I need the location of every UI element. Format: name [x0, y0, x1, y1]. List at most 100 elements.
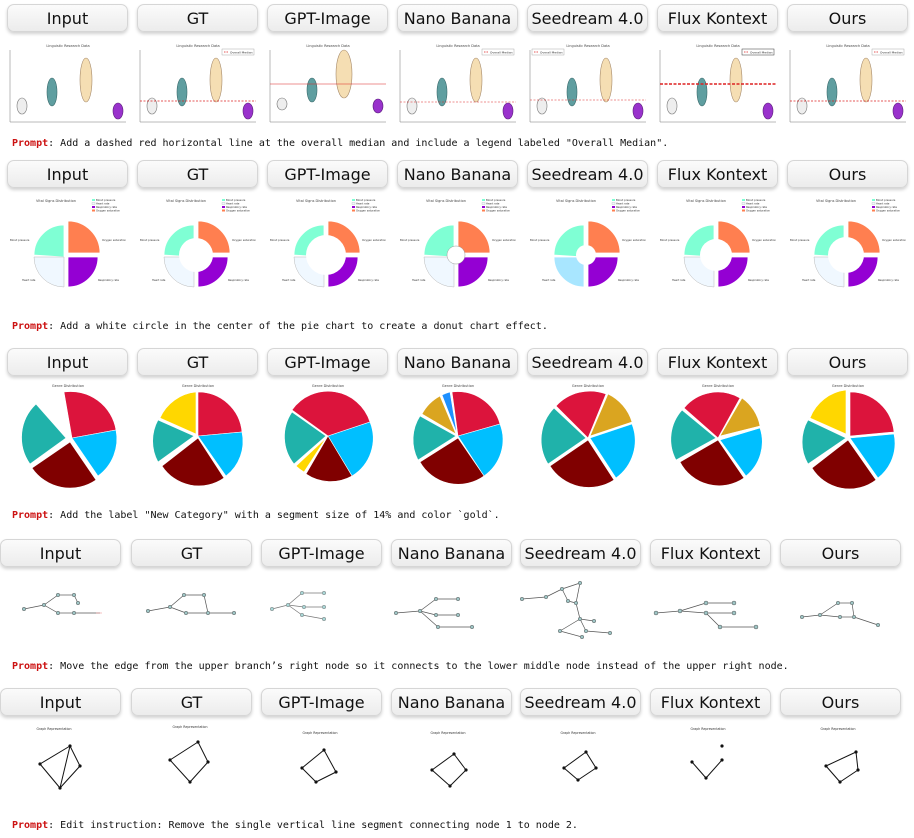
legend: Blood pressure Heart rate Respiratory ra…: [351, 198, 380, 213]
chart-title: Graph Representation: [173, 725, 208, 729]
column-header-gpt-image: GPT-Image: [267, 160, 388, 188]
column-header-flux-kontext: Flux Kontext: [650, 688, 771, 716]
prompt-text-row-4: Prompt: Move the edge from the upper bra…: [12, 661, 789, 672]
violin-2: [46, 77, 58, 107]
chart-title: Genre Distribution: [182, 384, 214, 388]
slice-maroon: [31, 441, 97, 489]
violin-2: [566, 77, 578, 107]
svg-text:Respiratory rate: Respiratory rate: [226, 205, 247, 209]
legend: Blood pressure Heart rate Respiratory ra…: [871, 198, 900, 213]
column-header-nano-banana: Nano Banana: [391, 688, 512, 716]
violin-2: [696, 77, 708, 107]
svg-text:Oxygen saturation: Oxygen saturation: [356, 209, 380, 213]
slice-crimson: [849, 391, 895, 437]
svg-text:Blood pressure: Blood pressure: [876, 198, 896, 202]
donut-chart-ours: Vital Signs Distribution Blood pressure …: [786, 193, 910, 303]
svg-text:Oxygen saturation: Oxygen saturation: [882, 238, 906, 242]
graph-gt: Graph Representation: [134, 722, 250, 794]
tree-graph-input: [4, 581, 124, 651]
svg-text:Heart rate: Heart rate: [802, 278, 816, 282]
slice-maroon: [419, 437, 485, 485]
legend-overall-median: Overall Median: [750, 50, 773, 54]
prompt-label: Prompt: [12, 321, 49, 332]
slice-heart-rate: [33, 256, 65, 288]
example-row-1: Input GT GPT-Image Nano Banana Seedream …: [0, 0, 914, 152]
svg-text:Heart rate: Heart rate: [616, 202, 630, 206]
svg-text:Blood pressure: Blood pressure: [140, 238, 160, 242]
chart-title: Genre Distribution: [572, 384, 604, 388]
column-header-seedream: Seedream 4.0: [527, 4, 648, 32]
donut-hole: [576, 245, 596, 265]
column-header-nano-banana: Nano Banana: [397, 4, 518, 32]
legend: Blood pressure Heart rate Respiratory ra…: [611, 198, 640, 213]
graph-flux-kontext: Graph Representation: [652, 722, 768, 794]
legend: Blood pressure Heart rate Respiratory ra…: [221, 198, 250, 213]
violin-2: [826, 77, 838, 107]
violin-4: [372, 98, 384, 114]
chart-title: Graph Representation: [431, 731, 466, 735]
violin-4: [762, 102, 774, 120]
chart-title: Vital Signs Distribution: [166, 199, 206, 203]
slice-lightseagreen: [152, 419, 195, 463]
svg-text:Heart rate: Heart rate: [486, 202, 500, 206]
slice-deepskyblue: [197, 431, 244, 477]
column-header-gt: GT: [137, 348, 258, 376]
svg-text:Oxygen saturation: Oxygen saturation: [622, 238, 646, 242]
graph-nano-banana: Graph Representation: [392, 722, 508, 794]
slice-new-category-gold: [719, 397, 761, 437]
slice-blood-pressure: [33, 224, 65, 258]
prompt-text-row-2: Prompt: Add a white circle in the center…: [12, 321, 548, 332]
column-header-flux-kontext: Flux Kontext: [657, 348, 778, 376]
column-header-gt: GT: [131, 688, 252, 716]
column-header-input: Input: [0, 688, 121, 716]
svg-text:Heart rate: Heart rate: [876, 202, 890, 206]
svg-text:Heart rate: Heart rate: [412, 278, 426, 282]
slice-deepskyblue: [589, 423, 636, 479]
violin-3: [79, 57, 93, 103]
slice-lightseagreen: [540, 407, 587, 465]
violin-chart-flux-kontext: Linguistic Research Data Overall Median: [656, 40, 780, 130]
donut-chart-gpt-image: Vital Signs Distribution Blood pressure …: [266, 193, 390, 303]
violin-chart-nano-banana: Linguistic Research Data Overall Median: [396, 40, 520, 130]
chart-title: Graph Representation: [691, 727, 726, 731]
legend-overall-median: Overall Median: [540, 50, 563, 54]
donut-hole: [700, 239, 732, 271]
slice-maroon: [811, 439, 877, 490]
column-header-input: Input: [7, 348, 128, 376]
svg-text:Oxygen saturation: Oxygen saturation: [486, 209, 510, 213]
svg-text:Respiratory rate: Respiratory rate: [486, 205, 507, 209]
column-header-ours: Ours: [787, 348, 908, 376]
svg-text:Blood pressure: Blood pressure: [530, 238, 550, 242]
chart-title: Vital Signs Distribution: [556, 199, 596, 203]
slice-new-category-gold: [809, 389, 847, 435]
column-header-seedream: Seedream 4.0: [520, 539, 641, 567]
graph-ours: Graph Representation: [782, 722, 898, 794]
column-header-input: Input: [0, 539, 121, 567]
pie-chart-ours: Genre Distribution: [786, 380, 910, 498]
slice-respiratory-rate: [457, 256, 489, 288]
graph-input: Graph Representation: [4, 722, 120, 794]
violin-chart-input: Linguistic Research Data: [6, 40, 130, 130]
svg-text:Blood pressure: Blood pressure: [400, 238, 420, 242]
violin-2: [436, 77, 448, 107]
svg-text:Heart rate: Heart rate: [746, 202, 760, 206]
svg-text:Oxygen saturation: Oxygen saturation: [492, 238, 516, 242]
chart-title: Graph Representation: [561, 731, 596, 735]
svg-text:Respiratory rate: Respiratory rate: [98, 278, 119, 282]
column-header-gt: GT: [137, 4, 258, 32]
svg-text:Blood pressure: Blood pressure: [96, 198, 116, 202]
slice-crimson: [555, 390, 607, 439]
graph-gpt-image: Graph Representation: [264, 722, 380, 794]
column-header-nano-banana: Nano Banana: [397, 348, 518, 376]
column-header-ours: Ours: [787, 160, 908, 188]
tree-graph-nano-banana: [392, 581, 512, 651]
slice-heart-rate: [553, 256, 585, 288]
slice-lightseagreen: [412, 415, 457, 461]
svg-text:Blood pressure: Blood pressure: [486, 198, 506, 202]
svg-text:Blood pressure: Blood pressure: [616, 198, 636, 202]
svg-text:Respiratory rate: Respiratory rate: [618, 278, 639, 282]
svg-text:Blood pressure: Blood pressure: [790, 238, 810, 242]
chart-title: Genre Distribution: [312, 384, 344, 388]
prompt-text-row-5: Prompt: Edit instruction: Remove the sin…: [12, 820, 578, 831]
chart-title: Genre Distribution: [442, 384, 474, 388]
